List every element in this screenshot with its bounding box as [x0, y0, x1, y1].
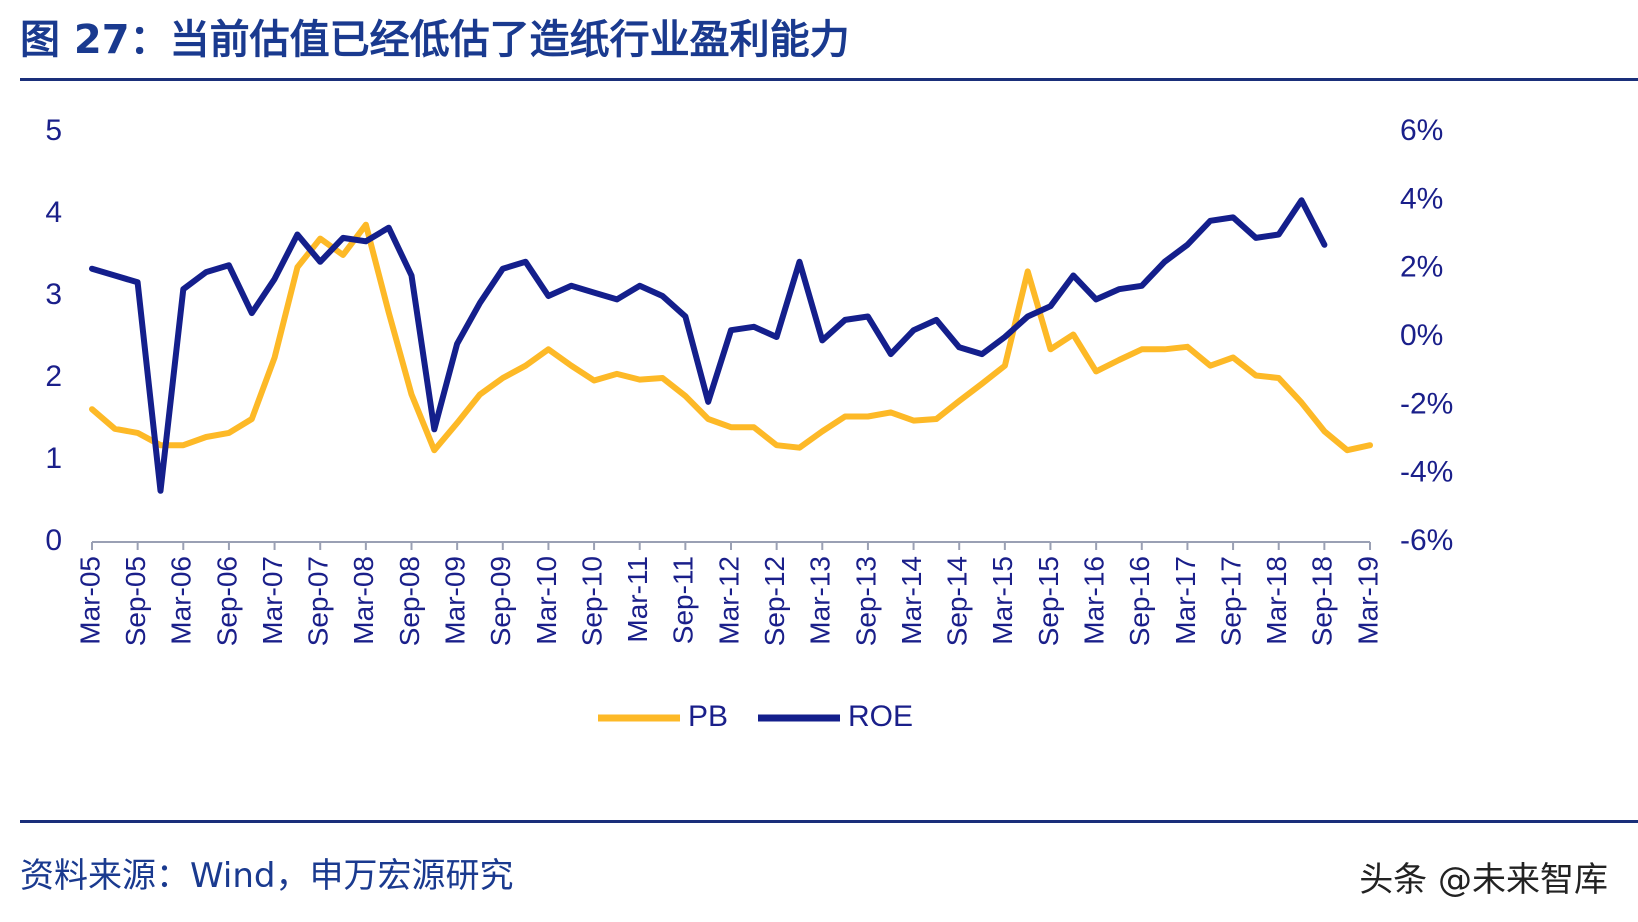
x-tick-label: Sep-14 — [942, 556, 973, 646]
y-right-tick-label: 2% — [1400, 251, 1443, 284]
x-tick-label: Sep-05 — [120, 556, 151, 646]
x-tick-label: Mar-19 — [1352, 556, 1383, 645]
x-tick-label: Mar-07 — [257, 556, 288, 645]
x-tick-label: Mar-15 — [987, 556, 1018, 645]
x-tick-label: Sep-11 — [668, 556, 699, 644]
y-left-tick-label: 2 — [45, 360, 62, 393]
source-note: 资料来源：Wind，申万宏源研究 — [20, 856, 514, 896]
y-left-tick-label: 0 — [45, 524, 62, 557]
x-tick-label: Sep-08 — [394, 556, 425, 646]
x-tick-label: Sep-06 — [211, 556, 242, 646]
x-tick-label: Mar-08 — [348, 556, 379, 645]
figure-title: 图 27：当前估值已经低估了造纸行业盈利能力 — [20, 17, 850, 63]
legend-label-roe: ROE — [848, 700, 913, 733]
x-tick-label: Sep-18 — [1307, 556, 1338, 646]
y-right-tick-label: -4% — [1400, 456, 1453, 489]
watermark-text: 头条 @未来智库 — [1359, 860, 1608, 900]
x-tick-label: Mar-13 — [805, 556, 836, 645]
x-tick-label: Sep-17 — [1215, 556, 1246, 646]
y-right-tick-label: -2% — [1400, 387, 1453, 420]
y-right-tick-label: 4% — [1400, 182, 1443, 215]
y-left-tick-label: 3 — [45, 278, 62, 311]
y-left-tick-label: 1 — [45, 442, 62, 475]
x-tick-label: Mar-11 — [622, 556, 653, 643]
x-tick-label: Sep-13 — [850, 556, 881, 646]
series-line-roe — [89, 197, 1328, 494]
y-left-tick-label: 5 — [45, 114, 62, 147]
x-tick-label: Mar-12 — [713, 556, 744, 645]
x-tick-label: Sep-07 — [303, 556, 334, 646]
x-tick-label: Mar-16 — [1079, 556, 1110, 645]
x-tick-label: Mar-10 — [531, 556, 562, 645]
chart-series — [89, 197, 1373, 494]
legend-label-pb: PB — [688, 700, 728, 733]
x-tick-label: Mar-05 — [74, 556, 105, 645]
x-tick-label: Mar-06 — [166, 556, 197, 645]
x-tick-label: Sep-09 — [485, 556, 516, 646]
top-divider — [20, 78, 1638, 81]
x-tick-label: Mar-09 — [440, 556, 471, 645]
x-tick-label: Mar-18 — [1261, 556, 1292, 645]
series-line-pb — [89, 221, 1373, 454]
y-right-tick-label: -6% — [1400, 524, 1453, 557]
y-left-tick-label: 4 — [45, 196, 62, 229]
x-tick-label: Mar-14 — [896, 556, 927, 645]
x-tick-label: Mar-17 — [1170, 556, 1201, 645]
bottom-divider — [20, 820, 1638, 823]
y-right-tick-label: 0% — [1400, 319, 1443, 352]
x-tick-label: Sep-16 — [1124, 556, 1155, 646]
x-tick-label: Sep-12 — [759, 556, 790, 646]
x-tick-label: Sep-15 — [1033, 556, 1064, 646]
pb-roe-line-chart: Mar-05 Sep-05 Mar-06 Sep-06 Mar-07 Sep-07 Mar-… — [45, 114, 1453, 733]
chart-legend: PB ROE — [598, 700, 913, 733]
x-tick-label: Sep-10 — [576, 556, 607, 646]
chart-axes: Mar-05 Sep-05 Mar-06 Sep-06 Mar-07 Sep-07 Mar-… — [45, 114, 1453, 646]
y-right-tick-label: 6% — [1400, 114, 1443, 147]
